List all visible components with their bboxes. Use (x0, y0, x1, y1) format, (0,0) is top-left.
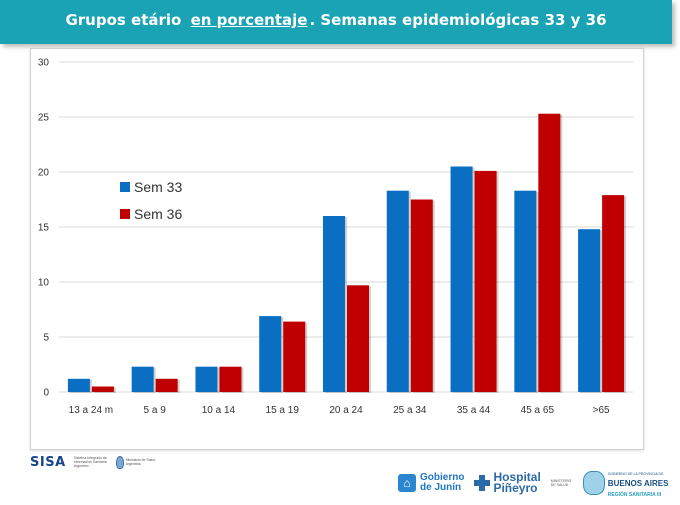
x-tick-label: >65 (593, 405, 610, 416)
bar-sem-33 (259, 316, 282, 392)
x-tick-label: 13 a 24 m (69, 405, 113, 416)
y-tick-label: 15 (38, 223, 50, 234)
ministerio-logo: Ministerio de Salud Argentina (115, 455, 156, 469)
bar-sem-36 (602, 195, 625, 392)
chart-frame: 0 5 10 15 20 25 30 13 a 24 m 5 a 9 10 a 14 15 a 19… (30, 48, 644, 450)
buenos-aires-logo: GOBIERNO DE LA PROVINCIA DE BUENOS AIRES… (582, 467, 669, 499)
x-tick-label: 10 a 14 (202, 405, 236, 416)
ba-small-text: GOBIERNO DE LA PROVINCIA DE (607, 472, 664, 476)
bar-sem-33 (578, 229, 601, 392)
bar-sem-36 (347, 285, 369, 392)
title-prefix: Grupos etário (65, 11, 187, 29)
bar-sem-33 (131, 366, 154, 392)
bar-sem-33 (67, 378, 90, 392)
junin-line1: Gobierno (420, 472, 465, 483)
medical-cross-icon (474, 475, 491, 491)
bar-sem-36 (410, 199, 433, 392)
hospital-line1: Hospital (493, 470, 541, 484)
chart-title: Grupos etário en porcentaje. Semanas epi… (0, 11, 672, 29)
legend-swatch (120, 182, 130, 192)
coat-of-arms-icon (115, 455, 124, 469)
x-tick-label: 45 a 65 (521, 405, 555, 416)
bar-sem-33 (514, 190, 537, 392)
bar-sem-33 (195, 366, 218, 392)
x-tick-label: 25 a 34 (393, 405, 427, 416)
legend-swatch (120, 209, 130, 219)
bar-sem-36 (91, 386, 114, 392)
x-tick-label: 35 a 44 (457, 405, 491, 416)
x-tick-label: 20 a 24 (329, 405, 363, 416)
legend-label: Sem 36 (134, 206, 182, 222)
sisa-subtitle: Sistema Integrado de Información Sanitar… (73, 456, 107, 468)
bar-sem-33 (450, 166, 473, 392)
province-emblem-icon (582, 471, 605, 495)
bar-sem-36 (474, 170, 497, 392)
bar-sem-36 (155, 378, 178, 392)
junin-line2: de Junín (420, 482, 462, 493)
y-tick-label: 5 (43, 333, 49, 344)
y-tick-label: 25 (38, 113, 50, 124)
bar-sem-33 (386, 190, 409, 392)
y-tick-label: 10 (38, 278, 50, 289)
title-suffix: . Semanas epidemiológicas 33 y 36 (309, 11, 607, 29)
ba-big-text: BUENOS AIRES (607, 479, 669, 488)
y-tick-label: 20 (38, 168, 50, 179)
y-tick-label: 0 (43, 388, 49, 399)
junin-emblem-icon: ⌂ (398, 474, 416, 492)
ministerio-label: Ministerio de Salud Argentina (125, 458, 156, 466)
x-tick-label: 15 a 19 (266, 405, 300, 416)
hospital-line2: Piñeyro (493, 481, 538, 495)
bar-chart: 0 5 10 15 20 25 30 13 a 24 m 5 a 9 10 a 14 15 a 19… (38, 58, 633, 416)
sisa-logo: SISA (30, 454, 66, 470)
footer-left-logos: SISA Sistema Integrado de Información Sa… (30, 452, 156, 472)
x-tick-label: 5 a 9 (144, 405, 167, 416)
hospital-logo: Hospital Piñeyro (474, 470, 541, 495)
y-tick-label: 30 (38, 58, 50, 69)
bar-sem-36 (283, 321, 306, 392)
footer-right-logos: ⌂ Gobierno de Junín Hospital Piñeyro MINIS… (398, 466, 668, 500)
ba-region-text: REGIÓN SANITARIA III (607, 492, 662, 498)
bar-sem-36 (538, 113, 561, 392)
title-underlined: en porcentaje (190, 11, 308, 29)
legend-label: Sem 33 (134, 179, 182, 195)
title-bar: Grupos etário en porcentaje. Semanas epi… (0, 0, 672, 44)
ministerio-salud-label: MINISTERIO DE SALUD (550, 479, 572, 487)
junin-logo: ⌂ Gobierno de Junín (398, 473, 464, 493)
bar-sem-36 (219, 366, 242, 392)
bar-sem-33 (323, 216, 345, 392)
